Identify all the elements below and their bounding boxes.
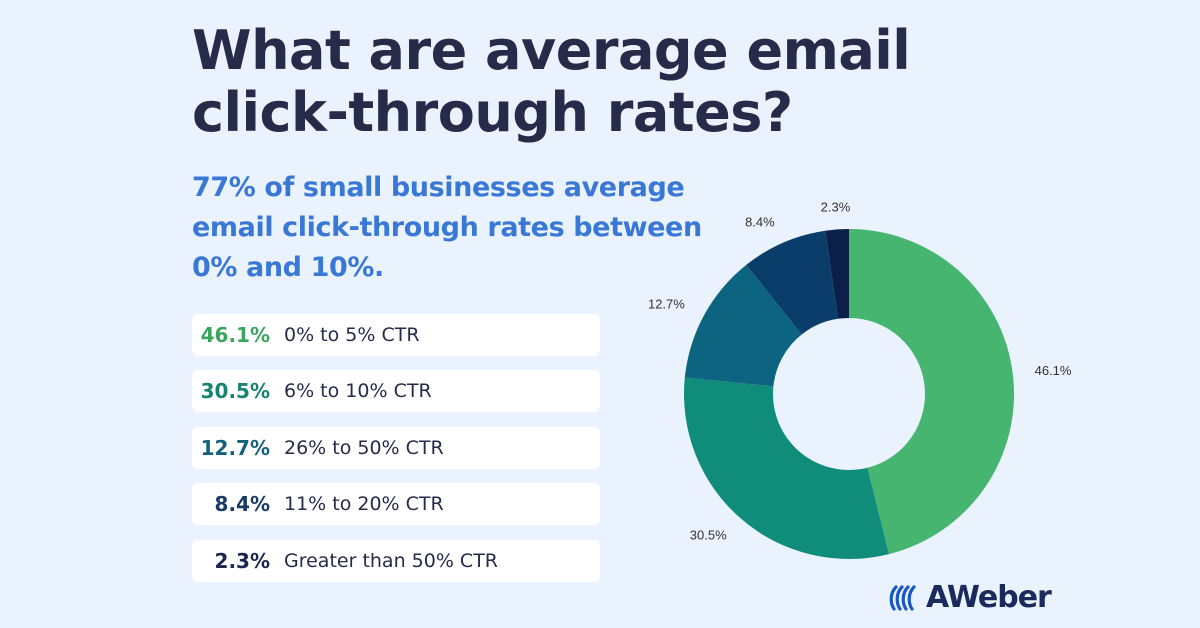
slice-label: 2.3% [821,199,851,214]
legend-row: 46.1% 0% to 5% CTR [192,314,600,356]
chart-legend: 46.1% 0% to 5% CTR 30.5% 6% to 10% CTR 1… [192,314,600,596]
donut-slice [684,377,890,559]
slice-label: 8.4% [745,214,775,229]
legend-row: 8.4% 11% to 20% CTR [192,483,600,526]
slice-label: 30.5% [690,527,727,542]
donut-slice [825,229,849,319]
legend-percent: 46.1% [200,323,270,347]
page-title: What are average email click-through rat… [192,19,911,144]
donut-slice [849,229,1014,555]
legend-row: 12.7% 26% to 50% CTR [192,426,600,469]
legend-label: 6% to 10% CTR [284,380,432,403]
aweber-logo: AWeber [888,580,1052,615]
legend-row: 2.3% Greater than 50% CTR [192,539,600,582]
donut-slice [684,264,802,387]
brand-name: AWeber [926,580,1052,615]
aweber-logo-icon [889,584,916,611]
legend-label: Greater than 50% CTR [284,549,499,572]
donut-chart: 46.1% 30.5% 12.7% 8.4% 2.3% [648,199,1072,559]
legend-row: 30.5% 6% to 10% CTR [192,370,600,413]
slice-label: 46.1% [1035,363,1072,378]
donut-slice [746,230,839,335]
legend-label: 26% to 50% CTR [284,436,444,459]
legend-percent: 30.5% [200,379,270,404]
legend-label: 11% to 20% CTR [284,493,444,516]
legend-percent: 2.3% [214,548,270,573]
subtitle: 77% of small businesses average email cl… [192,172,702,283]
slice-label: 12.7% [648,296,685,311]
legend-label: 0% to 5% CTR [284,324,420,346]
legend-percent: 8.4% [214,492,270,517]
legend-percent: 12.7% [200,435,270,460]
